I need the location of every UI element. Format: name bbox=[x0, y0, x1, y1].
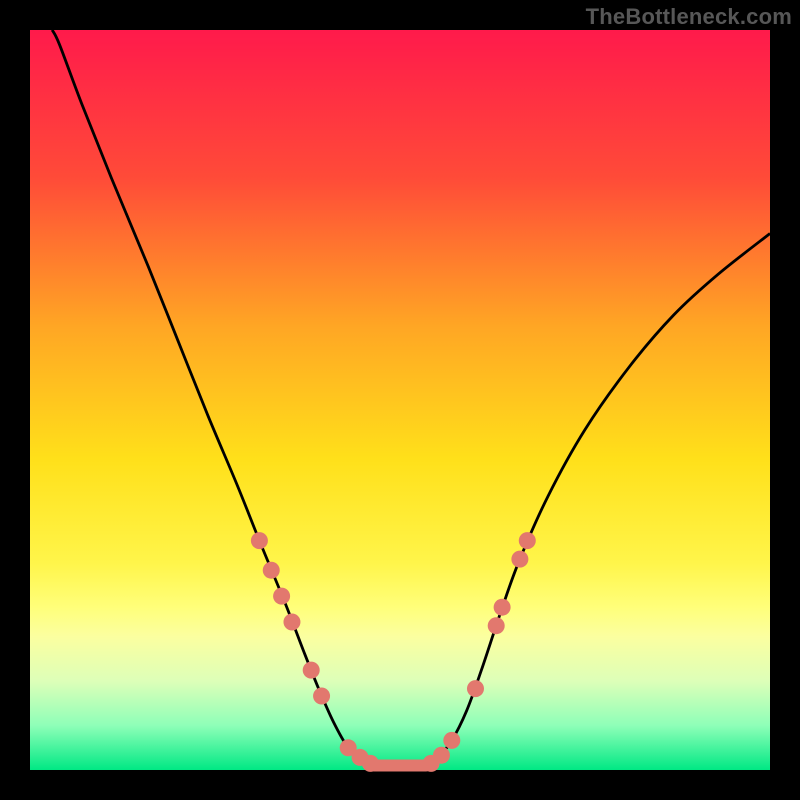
dots-left-dot bbox=[362, 755, 379, 772]
dots-right-dot bbox=[494, 599, 511, 616]
dots-right-dot bbox=[511, 551, 528, 568]
dots-right-dot bbox=[443, 732, 460, 749]
dots-right-dot bbox=[488, 617, 505, 634]
dots-right-dot bbox=[519, 532, 536, 549]
dots-left-dot bbox=[303, 662, 320, 679]
watermark-text: TheBottleneck.com bbox=[586, 4, 792, 30]
dots-left-dot bbox=[273, 588, 290, 605]
chart-root: TheBottleneck.com bbox=[0, 0, 800, 800]
dots-right-dot bbox=[467, 680, 484, 697]
plot-background bbox=[30, 30, 770, 770]
dots-right-dot bbox=[433, 747, 450, 764]
chart-svg bbox=[0, 0, 800, 800]
dots-left-dot bbox=[283, 614, 300, 631]
dots-left-dot bbox=[313, 688, 330, 705]
dots-left-dot bbox=[263, 562, 280, 579]
dots-left-dot bbox=[251, 532, 268, 549]
